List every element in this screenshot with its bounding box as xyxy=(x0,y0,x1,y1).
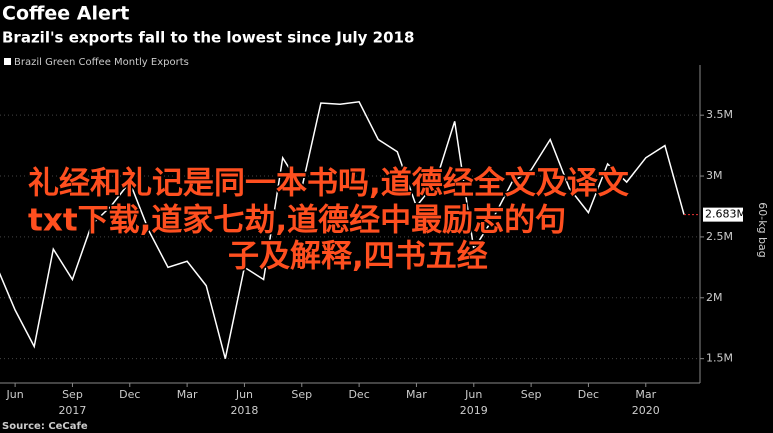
legend-swatch xyxy=(4,58,11,65)
y-tick-label: 3.5M xyxy=(706,108,733,121)
y-tick-label: 3M xyxy=(706,169,723,182)
legend-label: Brazil Green Coffee Montly Exports xyxy=(14,57,189,68)
y-axis-label: 60-kg bag xyxy=(756,202,769,258)
x-tick-label: Mar xyxy=(635,388,656,401)
x-tick-label: Sep xyxy=(291,388,312,401)
x-tick-label: Jun xyxy=(235,388,253,401)
overlay-text: 礼经和礼记是同一本书吗,道德经全文及译文 xyxy=(28,166,629,202)
x-tick-label: Dec xyxy=(119,388,140,401)
value-label-box xyxy=(703,207,743,222)
y-tick-label: 1.5M xyxy=(706,352,733,365)
x-tick-label: Dec xyxy=(348,388,369,401)
chart-title: Coffee Alert xyxy=(2,3,129,25)
x-tick-label: Mar xyxy=(177,388,198,401)
x-year-label: 2020 xyxy=(632,404,660,417)
x-year-label: 2018 xyxy=(230,404,258,417)
x-tick-label: Sep xyxy=(521,388,542,401)
x-tick-label: Dec xyxy=(578,388,599,401)
y-tick-label: 2.5M xyxy=(706,230,733,243)
value-label: 2.683M xyxy=(705,208,746,221)
x-year-label: 2019 xyxy=(460,404,488,417)
x-tick-label: Mar xyxy=(406,388,427,401)
x-tick-label: Sep xyxy=(62,388,83,401)
overlay-text: 子及解释,四书五经 xyxy=(228,239,488,275)
x-tick-label: Jun xyxy=(464,388,482,401)
y-tick-label: 2M xyxy=(706,291,723,304)
x-year-label: 2017 xyxy=(58,404,86,417)
chart-subtitle: Brazil's exports fall to the lowest sinc… xyxy=(2,29,414,47)
data-line xyxy=(0,100,685,359)
overlay-text: txt下载,道家七劫,道德经中最励志的句 xyxy=(28,203,566,239)
source: Source: CeCafe xyxy=(2,421,88,432)
x-tick-label: Jun xyxy=(6,388,24,401)
